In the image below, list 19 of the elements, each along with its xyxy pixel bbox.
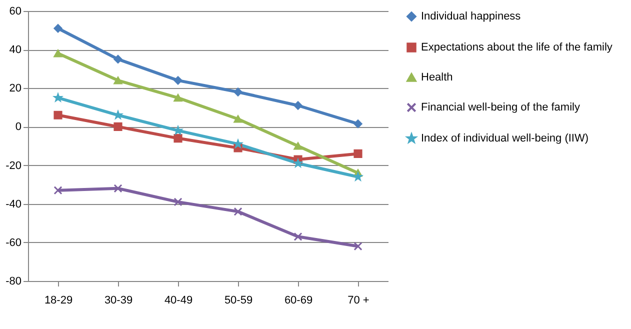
x-tick-label: 60-69 bbox=[284, 294, 313, 306]
x-tick-label: 50-59 bbox=[224, 294, 253, 306]
y-tick-label: 0 bbox=[15, 121, 22, 134]
y-tick-label: -20 bbox=[6, 160, 22, 172]
x-tick-label: 70 + bbox=[348, 294, 370, 306]
y-tick-label: -80 bbox=[6, 276, 22, 288]
y-tick-label: 60 bbox=[9, 6, 22, 18]
legend-label: Financial well-being of the family bbox=[421, 102, 580, 114]
y-tick-label: 20 bbox=[9, 82, 22, 95]
legend-label: Expectations about the life of the family bbox=[421, 42, 613, 54]
legend-label: Individual happiness bbox=[421, 10, 522, 22]
y-tick-label: 40 bbox=[9, 44, 22, 56]
x-tick-label: 18-29 bbox=[44, 294, 73, 306]
y-tick-label: -40 bbox=[6, 198, 22, 210]
x-tick-label: 40-49 bbox=[164, 294, 193, 306]
legend-label: Index of individual well-being (IIW) bbox=[421, 132, 589, 144]
legend-label: Health bbox=[421, 72, 453, 84]
y-tick-label: -60 bbox=[6, 236, 22, 249]
x-tick-label: 30-39 bbox=[104, 294, 133, 306]
